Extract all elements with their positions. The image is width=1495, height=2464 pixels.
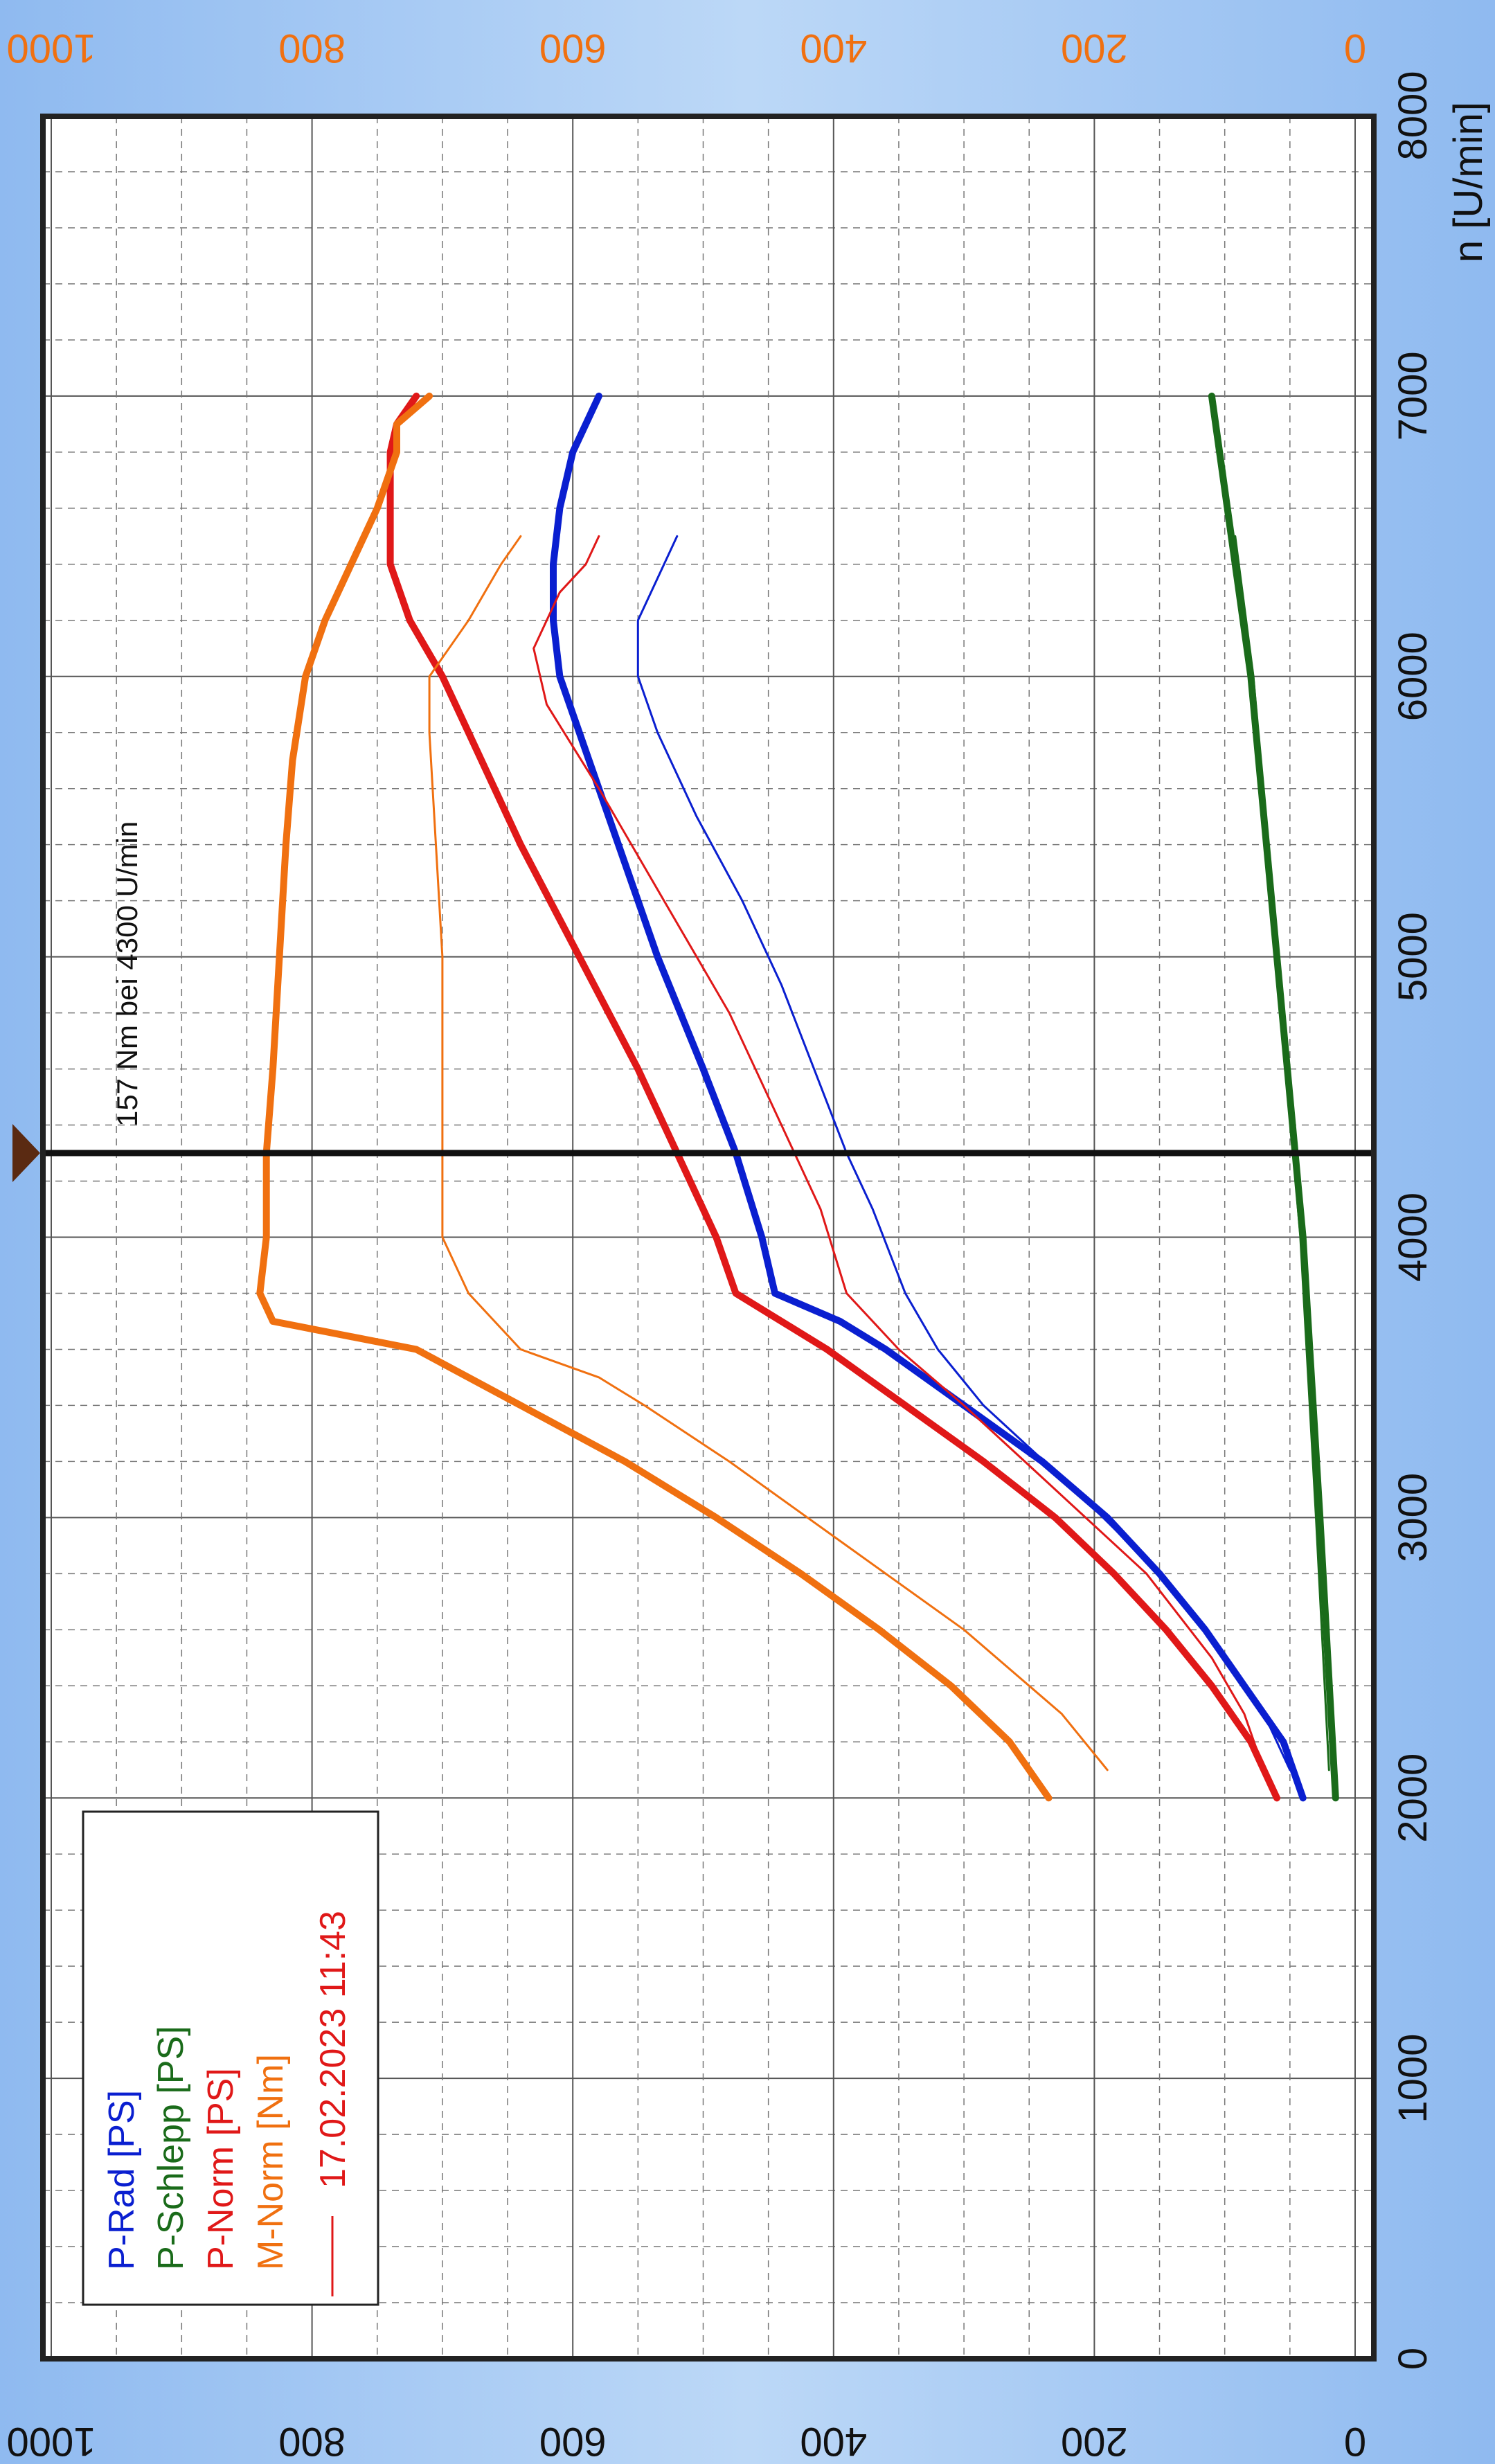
y-tick-label-top: 600 <box>539 26 607 71</box>
rpm-marker-triangle <box>12 1124 40 1183</box>
y-tick-label-bottom: 0 <box>1344 2419 1366 2464</box>
rpm-marker-group: 157 Nm bei 4300 U/min <box>12 821 1374 1183</box>
y-tick-label-top: 400 <box>800 26 867 71</box>
y-tick-label-top: 200 <box>1061 26 1128 71</box>
x-tick-label: 4000 <box>1390 1193 1435 1282</box>
legend-date: 17.02.2023 11:43 <box>313 1911 353 2188</box>
y-tick-label-bottom: 600 <box>539 2419 607 2464</box>
y-tick-label-top: 1000 <box>6 26 96 71</box>
legend: P-Rad [PS] P-Schlepp [PS] P-Norm [PS] M-Nor… <box>82 1810 379 2306</box>
y-tick-label-top: 800 <box>278 26 346 71</box>
rpm-marker-label: 157 Nm bei 4300 U/min <box>111 821 143 1127</box>
legend-entry: P-Rad [PS] <box>102 2090 142 2270</box>
x-tick-label: 2000 <box>1390 1753 1435 1843</box>
x-tick-label: 7000 <box>1390 351 1435 440</box>
x-tick-label: 0 <box>1390 2348 1435 2370</box>
series-line <box>386 392 1280 1802</box>
series-line <box>1208 392 1339 1802</box>
series-line <box>532 535 1265 1771</box>
x-axis-title: n [U/min] <box>1446 102 1491 262</box>
legend-entry: P-Norm [PS] <box>201 2068 241 2270</box>
legend-box <box>82 1810 379 2306</box>
y-tick-label-bottom: 1000 <box>6 2419 96 2464</box>
x-tick-label: 8000 <box>1390 71 1435 160</box>
x-tick-label: 6000 <box>1390 632 1435 721</box>
y-tick-label-bottom: 800 <box>278 2419 346 2464</box>
x-tick-label: 3000 <box>1390 1473 1435 1562</box>
legend-entry: M-Norm [Nm] <box>251 2054 291 2270</box>
legend-entry: P-Schlepp [PS] <box>151 2026 191 2270</box>
series-line <box>428 535 1109 1771</box>
grid <box>43 115 1374 2359</box>
series-line <box>1234 535 1330 1771</box>
y-tick-label-top: 0 <box>1344 26 1366 71</box>
x-tick-label: 5000 <box>1390 912 1435 1001</box>
y-tick-label-bottom: 400 <box>800 2419 867 2464</box>
series-group <box>256 392 1339 1802</box>
plot-border <box>40 114 1377 2362</box>
y-tick-label-bottom: 200 <box>1061 2419 1128 2464</box>
x-tick-label: 1000 <box>1390 2034 1435 2123</box>
series-line <box>256 392 1053 1802</box>
